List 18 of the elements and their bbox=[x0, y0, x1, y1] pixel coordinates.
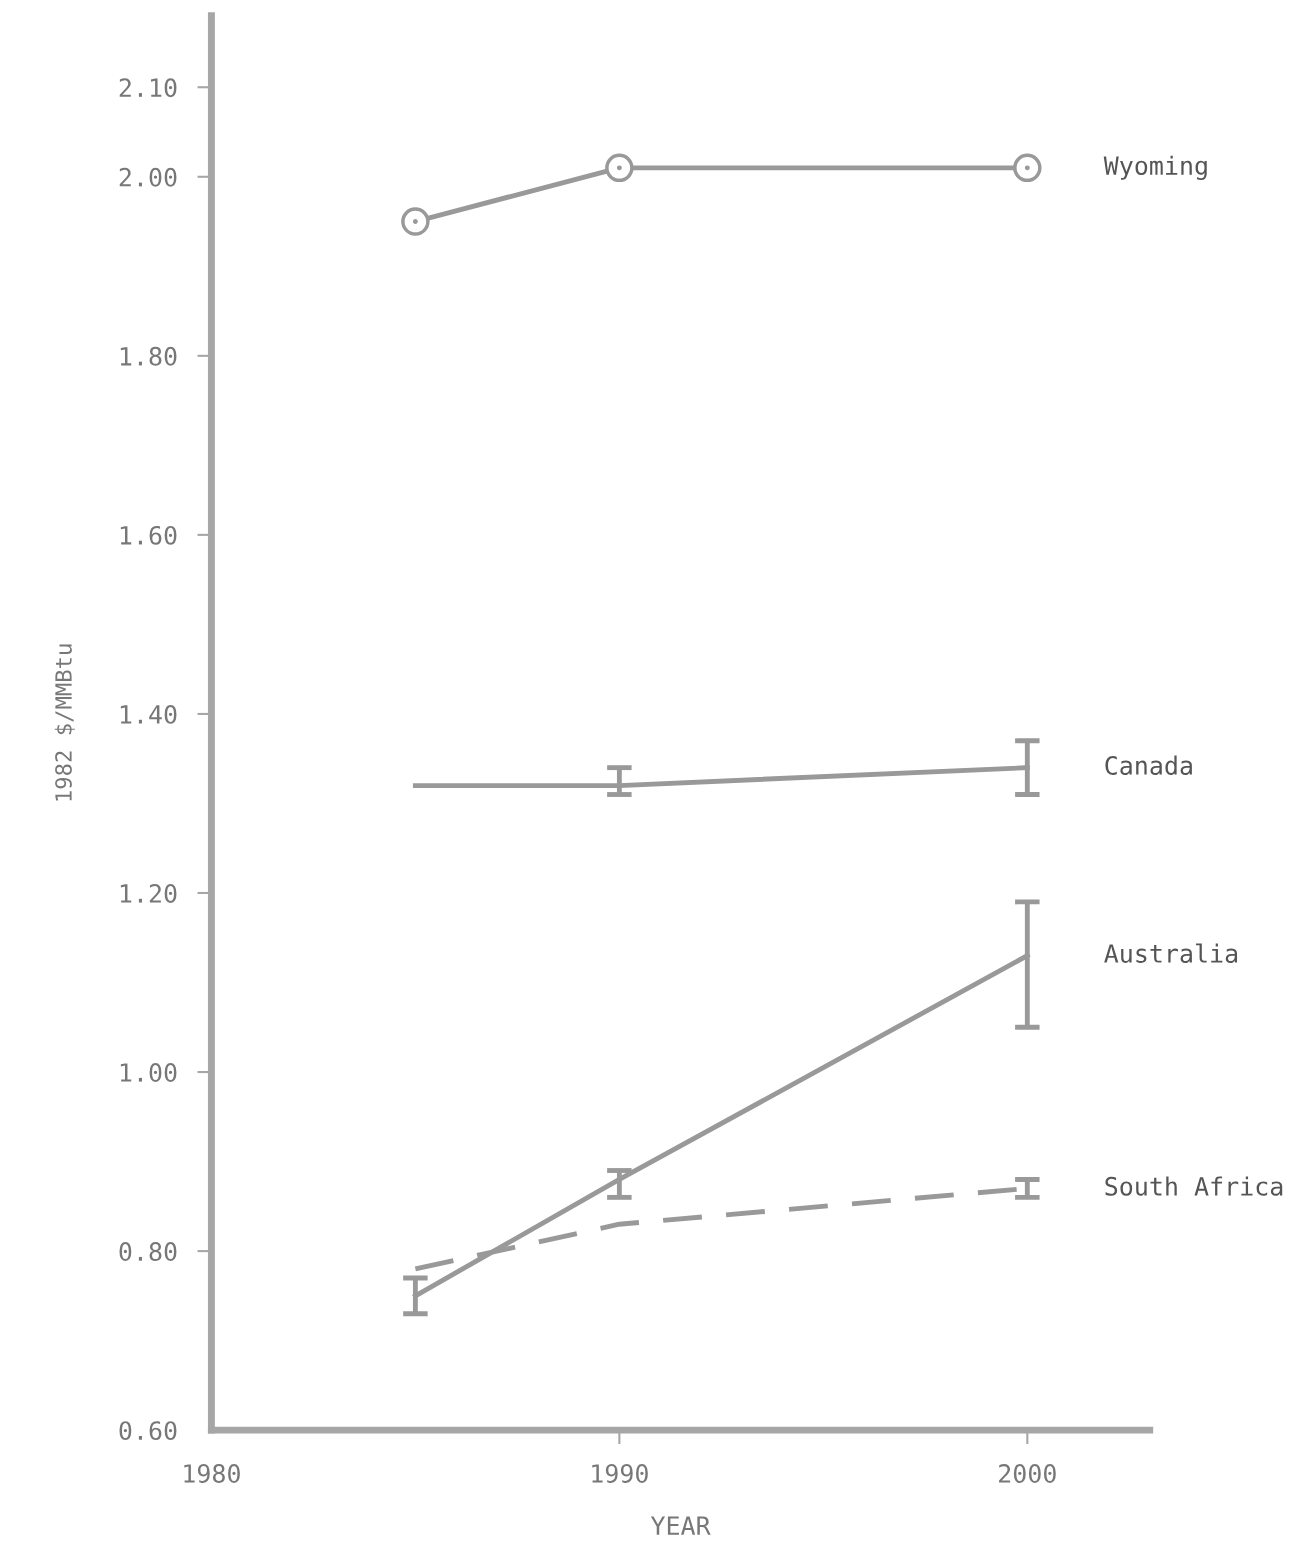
text: Canada bbox=[1105, 755, 1192, 775]
y-tick-label: 1.00 bbox=[120, 1063, 177, 1082]
y-tick-label: 2.10 bbox=[119, 78, 177, 98]
x-tick-label: 1980 bbox=[184, 1464, 240, 1483]
text: Australia bbox=[1104, 943, 1238, 963]
y-tick-label: 0.60 bbox=[119, 1421, 177, 1441]
y-tick-label: 1.20 bbox=[120, 884, 177, 903]
x-tick-label: 2000 bbox=[999, 1464, 1056, 1483]
y-tick-label: 1.80 bbox=[120, 346, 177, 366]
y-tick-label: 1.60 bbox=[120, 525, 177, 545]
text: Wyoming bbox=[1103, 155, 1207, 181]
y-tick-label: 1.40 bbox=[120, 704, 177, 724]
y-tick-label: 2.00 bbox=[119, 167, 177, 187]
x-axis-title: YEAR bbox=[650, 1516, 711, 1535]
x-tick-label: 1990 bbox=[592, 1464, 648, 1483]
y-tick-label: 0.80 bbox=[119, 1242, 177, 1262]
y-axis-title: 1982 $/MMBtu bbox=[54, 644, 75, 801]
text: South Africa bbox=[1105, 1176, 1283, 1196]
